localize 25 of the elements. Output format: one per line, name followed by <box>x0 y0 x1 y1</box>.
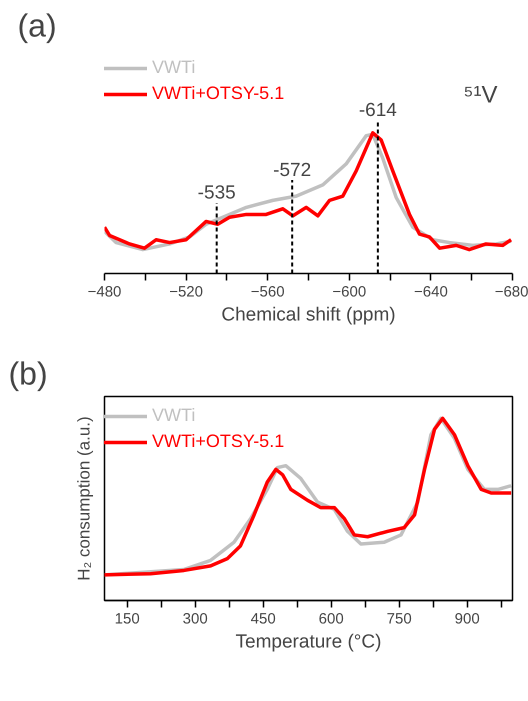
ref-line-label: -614 <box>358 100 398 122</box>
x-tick-label: 900 <box>454 610 480 628</box>
x-axis-title: Temperature (°C) <box>236 632 382 652</box>
chart-title: (a) <box>18 8 57 44</box>
ref-line-label: -572 <box>273 160 312 181</box>
x-tick-label: 750 <box>386 610 412 628</box>
x-tick-label: 600 <box>318 610 344 628</box>
text: ⁵¹V <box>464 82 498 108</box>
chart-title: (b) <box>8 356 48 392</box>
x-tick-label: 150 <box>114 610 140 628</box>
legend-label: VWTi <box>152 57 196 78</box>
legend-label: VWTi+OTSY-5.1 <box>152 431 284 452</box>
x-tick-label: −520 <box>169 284 204 300</box>
x-tick-label: 450 <box>250 610 276 628</box>
x-tick-label: −480 <box>88 284 122 300</box>
x-tick-label: −560 <box>250 284 285 300</box>
x-axis-title: Chemical shift (ppm) <box>221 304 396 326</box>
legend-label: VWTi <box>152 405 196 426</box>
x-tick-label: −600 <box>332 284 366 300</box>
legend-label: VWTi+OTSY-5.1 <box>152 83 284 104</box>
ref-line-label: -535 <box>198 182 236 204</box>
x-tick-label: −640 <box>414 284 448 300</box>
x-tick-label: 300 <box>182 610 208 628</box>
x-tick-label: −680 <box>494 284 528 300</box>
y-axis-title: H₂ consumption (a.u.) <box>74 416 94 581</box>
